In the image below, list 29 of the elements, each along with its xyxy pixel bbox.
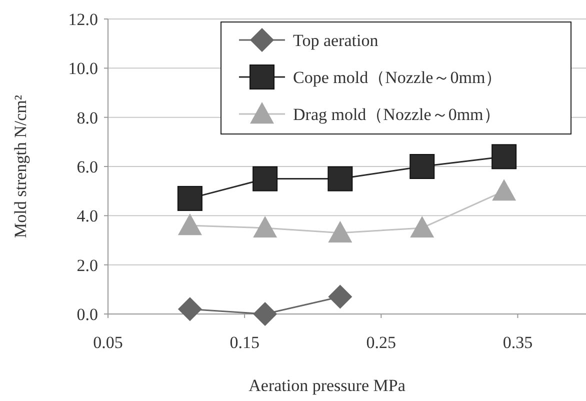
y-tick-label: 10.0 <box>68 59 98 78</box>
point <box>410 216 434 238</box>
x-tick-label: 0.15 <box>230 333 260 352</box>
point <box>253 302 278 326</box>
x-axis-title: Aeration pressure MPa <box>248 376 406 395</box>
point <box>328 220 352 242</box>
point <box>492 179 516 201</box>
point <box>252 166 278 192</box>
point <box>492 144 517 170</box>
point <box>328 166 353 192</box>
point <box>178 297 202 322</box>
x-tick-label: 0.05 <box>93 333 123 352</box>
x-tick-label: 0.25 <box>366 333 396 352</box>
y-tick-label: 2.0 <box>76 256 98 275</box>
y-tick-label: 0.0 <box>76 304 98 324</box>
point <box>178 214 202 236</box>
y-tick-label: 4.0 <box>76 206 98 226</box>
point <box>177 186 202 211</box>
point <box>328 284 352 309</box>
legend-label: Top aeration <box>293 30 379 50</box>
x-tick-label: 0.35 <box>502 333 533 352</box>
legend-label: Cope mold（Nozzle～0mm） <box>293 68 502 87</box>
y-tick-label: 12.0 <box>68 10 98 29</box>
y-axis-title: Mold strength N/cm² <box>11 95 30 238</box>
legend-label: Drag mold（Nozzle～0mm） <box>293 104 500 124</box>
y-tick-label: 8.0 <box>76 108 98 128</box>
y-tick-label: 6.0 <box>76 157 98 176</box>
point <box>410 154 435 179</box>
point <box>253 216 278 238</box>
